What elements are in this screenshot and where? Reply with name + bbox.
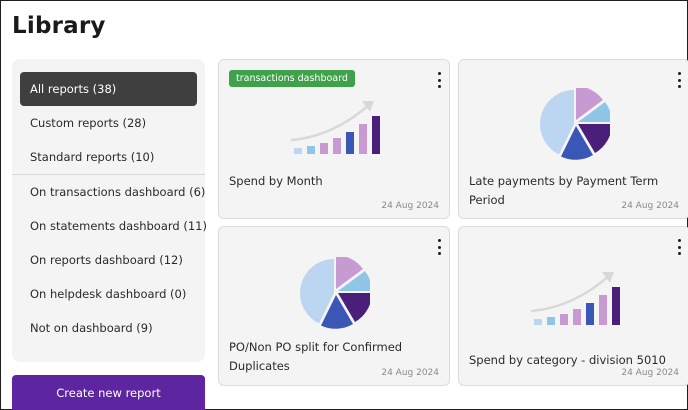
pie-chart-icon (540, 88, 610, 160)
report-card-title: Spend by Month (229, 174, 323, 188)
report-card-date: 24 Aug 2024 (621, 368, 679, 378)
report-card-title: PO/Non PO split for Confirmed Duplicates (229, 340, 403, 373)
report-card-spend-by-month[interactable]: transactions dashboard Spend by Month 24… (218, 59, 450, 219)
report-card-late-payments[interactable]: Late payments by Payment Term Period 24 … (458, 59, 688, 219)
sidebar-item-reports-dashboard[interactable]: On reports dashboard (12) (30, 253, 183, 267)
sidebar-item-custom-reports[interactable]: Custom reports (28) (30, 116, 147, 130)
dashboard-tag: transactions dashboard (229, 70, 355, 87)
report-filter-sidebar: All reports (38) Custom reports (28) Sta… (12, 59, 207, 362)
card-menu-icon[interactable] (676, 239, 682, 255)
report-card-spend-by-category[interactable]: Spend by category - division 5010 24 Aug… (458, 226, 688, 386)
card-menu-icon[interactable] (436, 72, 442, 88)
report-card-date: 24 Aug 2024 (621, 201, 679, 211)
card-menu-icon[interactable] (676, 72, 682, 88)
report-card-date: 24 Aug 2024 (381, 201, 439, 211)
page-title: Library (12, 13, 106, 39)
card-menu-icon[interactable] (436, 239, 442, 255)
report-card-title: Spend by category - division 5010 (469, 353, 666, 367)
sidebar-item-helpdesk-dashboard[interactable]: On helpdesk dashboard (0) (30, 287, 187, 301)
report-card-po-non-po-split[interactable]: PO/Non PO split for Confirmed Duplicates… (218, 226, 450, 386)
create-new-report-button[interactable]: Create new report (12, 375, 205, 410)
bar-chart-icon (530, 272, 620, 325)
report-card-date: 24 Aug 2024 (381, 368, 439, 378)
sidebar-item-standard-reports[interactable]: Standard reports (10) (30, 150, 155, 164)
bar-chart-icon (290, 101, 380, 154)
sidebar-item-all-reports[interactable]: All reports (38) (20, 72, 197, 106)
pie-chart-icon (300, 257, 370, 329)
sidebar-item-statements-dashboard[interactable]: On statements dashboard (11) (30, 219, 207, 233)
sidebar-item-not-on-dashboard[interactable]: Not on dashboard (9) (30, 321, 153, 335)
sidebar-divider (12, 174, 205, 175)
sidebar-item-transactions-dashboard[interactable]: On transactions dashboard (6) (30, 185, 206, 199)
report-card-title: Late payments by Payment Term Period (469, 174, 659, 207)
